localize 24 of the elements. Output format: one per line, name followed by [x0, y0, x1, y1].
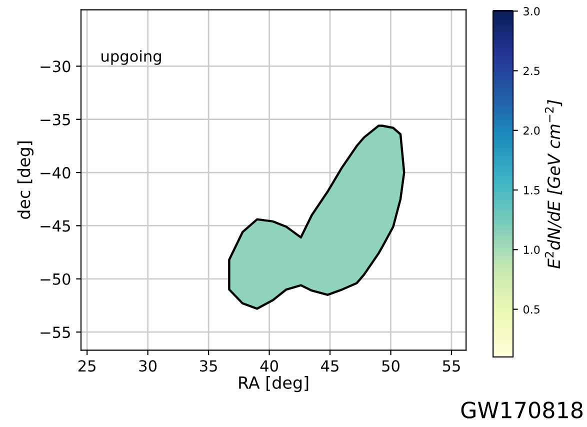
y-tick-label: −50: [40, 273, 70, 285]
x-tick-label: 30: [139, 360, 157, 372]
text: GW170818: [461, 402, 583, 418]
y-tick-label: −30: [40, 60, 70, 72]
x-tick-label: 40: [260, 360, 278, 372]
y-tick-label: −35: [40, 114, 70, 126]
x-tick-label: 50: [382, 360, 400, 372]
color-bar-label: 2.0: [524, 126, 540, 135]
color-bar-label: 0.5: [523, 305, 540, 314]
x-tick-label: 55: [442, 360, 460, 372]
y-tick-label: −55: [40, 326, 70, 338]
y-tick-label: −45: [40, 220, 70, 232]
x-tick-label: 35: [200, 360, 217, 372]
color-bar-title: E$^{2}$dN/dE [GeV cm$^{−2}$]: [544, 100, 562, 269]
color-bar-label: 1.5: [524, 186, 540, 194]
y-axis-title: dec [deg]: [17, 142, 34, 219]
color-bar-label: 1.0: [524, 246, 540, 254]
x-tick-label: 25: [78, 360, 96, 372]
color-bar-label: 3.0: [524, 7, 540, 16]
y-tick-label: −40: [40, 167, 70, 179]
annotation: upgoing: [102, 50, 161, 65]
color-bar-label: 2.5: [524, 66, 540, 76]
x-tick-label: 45: [321, 360, 338, 372]
x-axis-title: RA [deg]: [239, 376, 308, 392]
